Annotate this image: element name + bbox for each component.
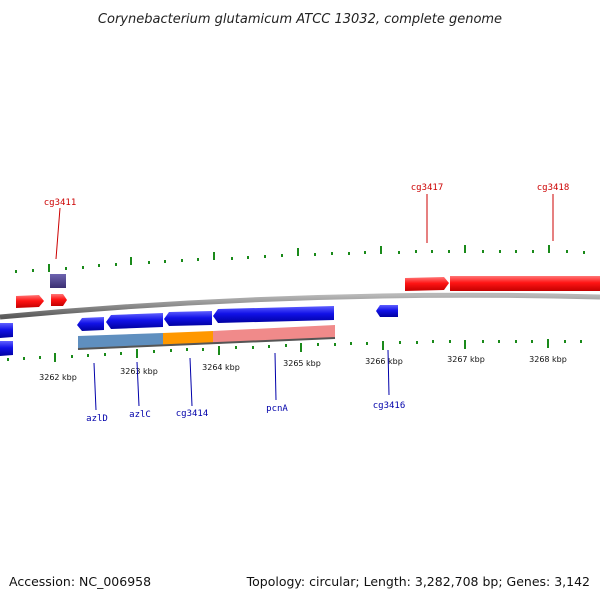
gene-arrow-forward[interactable] [51, 294, 67, 306]
leader-line [274, 352, 277, 401]
gene-labels-forward: cg3411 cg3417 cg3418 [44, 183, 570, 260]
gene-arrow-reverse[interactable] [213, 306, 334, 323]
topology-summary: Topology: circular; Length: 3,282,708 bp… [246, 574, 590, 589]
tick-label: 3265 kbp [283, 359, 321, 368]
operon-band [77, 325, 336, 350]
leader-line [189, 357, 193, 407]
gene-label-cg3417[interactable]: cg3417 [411, 183, 444, 193]
tick-labels: 3262 kbp 3263 kbp 3264 kbp 3265 kbp 3266… [39, 355, 567, 382]
gene-arrow-reverse[interactable] [0, 323, 13, 338]
tick-minor-group [7, 340, 582, 361]
tick-minor-group [15, 250, 585, 273]
gene-labels-reverse: azlD azlC cg3414 pcnA cg3416 [86, 349, 406, 424]
tick-label: 3268 kbp [529, 355, 567, 364]
gene-label-azlC[interactable]: azlC [129, 410, 151, 420]
accession-text: Accession: NC_006958 [9, 574, 151, 589]
gene-arrow-reverse[interactable] [0, 341, 13, 356]
leader-line [93, 362, 97, 411]
tick-label: 3262 kbp [39, 373, 77, 382]
gene-label-cg3411[interactable]: cg3411 [44, 198, 77, 208]
map-title: Corynebacterium glutamicum ATCC 13032, c… [98, 12, 502, 27]
gene-label-pcnA[interactable]: pcnA [266, 404, 288, 414]
gene-arrow-forward[interactable] [405, 277, 449, 291]
outer-tick-ring [15, 245, 585, 273]
reverse-strand-genes [0, 305, 398, 356]
feature-box[interactable] [50, 274, 66, 288]
tick-label: 3263 kbp [120, 367, 158, 376]
tick-label: 3264 kbp [202, 363, 240, 372]
gene-arrow-forward[interactable] [16, 295, 44, 308]
leader-line [55, 207, 61, 260]
inner-tick-ring [7, 339, 582, 362]
gene-label-cg3414[interactable]: cg3414 [176, 409, 209, 419]
gene-arrow-reverse[interactable] [77, 317, 104, 331]
gene-arrow-reverse[interactable] [376, 305, 398, 317]
gene-arrow-reverse[interactable] [164, 311, 212, 326]
gene-arrow-forward[interactable] [450, 276, 600, 291]
leader-line [136, 361, 140, 407]
gene-label-azlD[interactable]: azlD [86, 414, 108, 424]
forward-strand-genes [16, 274, 600, 308]
leader-line [387, 349, 390, 396]
gene-label-cg3416[interactable]: cg3416 [373, 401, 406, 411]
genome-backbone [0, 292, 600, 320]
tick-label: 3266 kbp [365, 357, 403, 366]
gene-label-cg3418[interactable]: cg3418 [537, 183, 570, 193]
tick-label: 3267 kbp [447, 355, 485, 364]
gene-arrow-reverse[interactable] [106, 313, 163, 329]
